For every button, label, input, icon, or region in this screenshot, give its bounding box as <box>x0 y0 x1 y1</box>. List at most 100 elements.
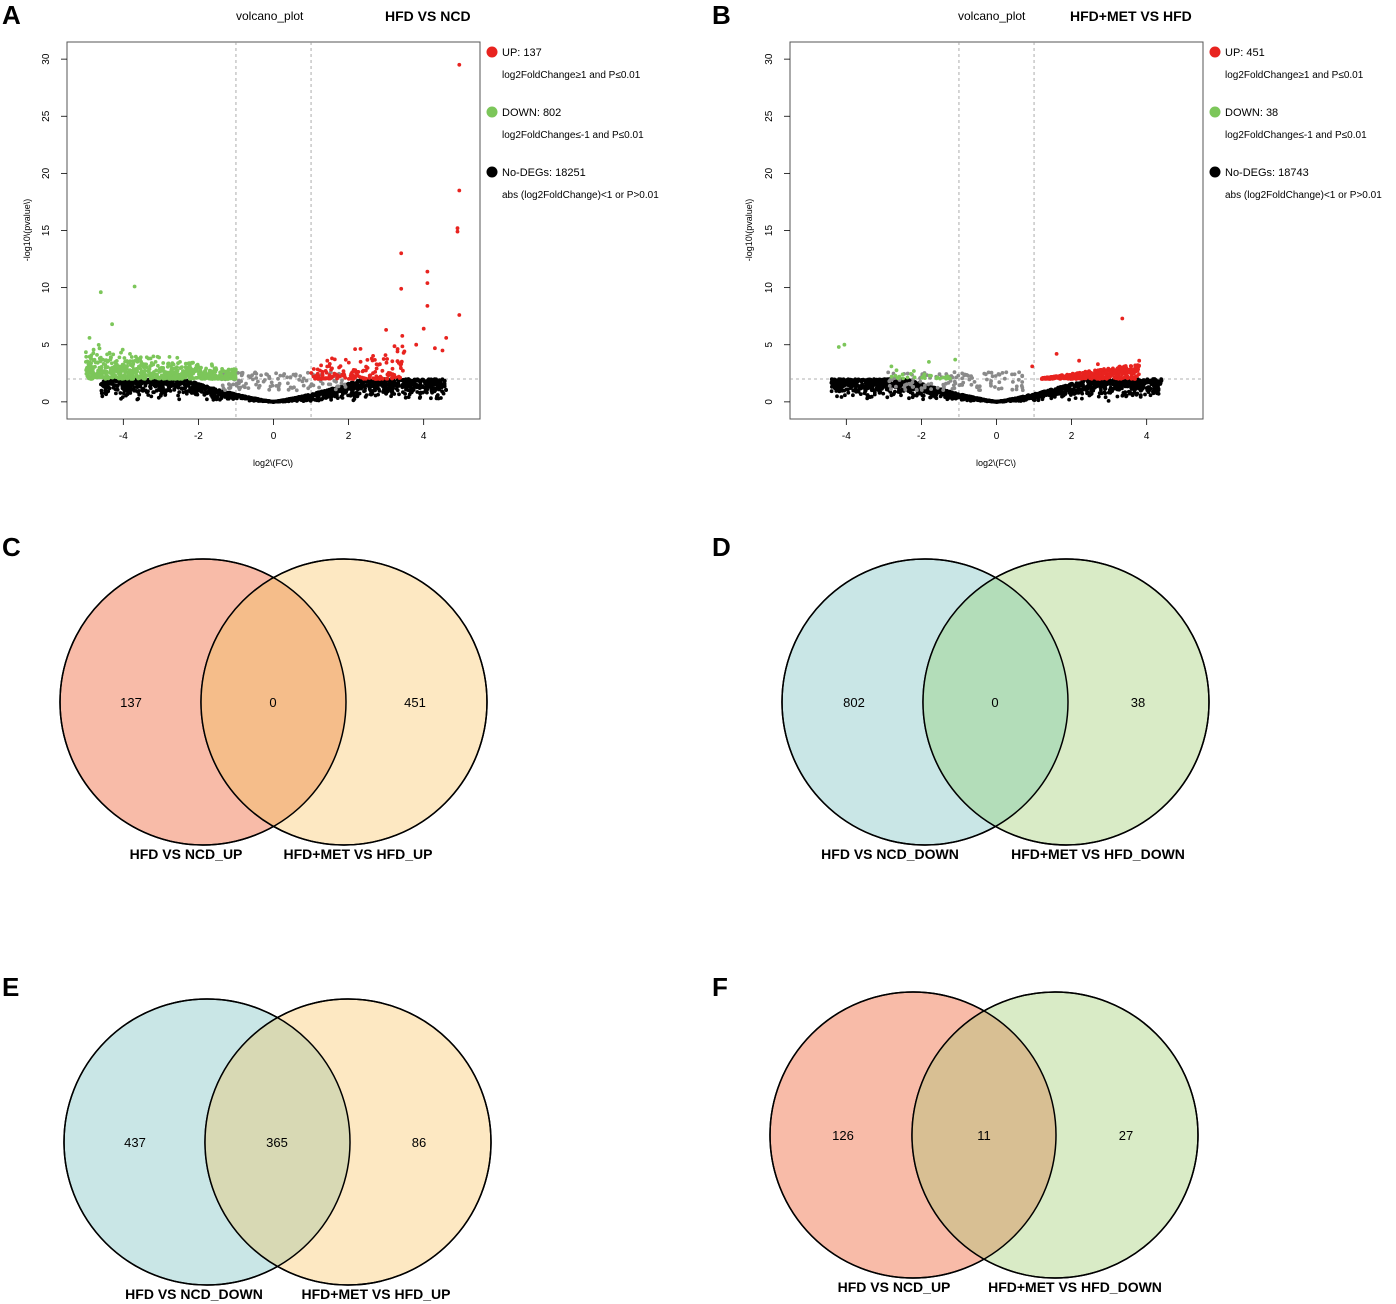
down-point <box>912 375 917 380</box>
venn-right-count: 27 <box>1119 1128 1133 1143</box>
down-point <box>86 365 91 369</box>
nodeg-point <box>130 380 135 384</box>
grey-point <box>1014 387 1019 392</box>
nodeg-point <box>132 385 137 390</box>
nodeg-point <box>215 394 220 399</box>
down-point <box>89 365 94 369</box>
nodeg-point <box>1027 395 1031 399</box>
nodeg-point <box>899 387 904 392</box>
x-axis-label: log2\(FC\) <box>253 458 293 468</box>
up-point <box>332 357 337 362</box>
nodeg-point <box>955 395 960 400</box>
up-point <box>384 360 389 365</box>
nodeg-point <box>1139 380 1143 385</box>
nodeg-point <box>375 384 379 389</box>
nodeg-point <box>346 393 350 398</box>
nodeg-point <box>151 390 156 395</box>
nodeg-point <box>143 383 148 388</box>
up-point <box>402 349 407 354</box>
down-point <box>107 375 112 380</box>
nodeg-point <box>928 395 932 400</box>
nodeg-point <box>1037 395 1041 399</box>
grey-point <box>285 375 290 380</box>
nodeg-point <box>240 394 245 399</box>
up-point <box>401 368 405 373</box>
up-point <box>1117 366 1122 371</box>
nodeg-point <box>195 392 200 397</box>
nodeg-point <box>192 391 197 395</box>
nodeg-point <box>437 384 441 388</box>
down-point <box>190 367 195 372</box>
venn-left-label: HFD VS NCD_DOWN <box>821 846 959 862</box>
nodeg-point <box>1080 379 1084 384</box>
grey-point <box>996 372 1001 376</box>
grey-point <box>244 381 248 386</box>
nodeg-point <box>1068 382 1072 387</box>
down-point <box>927 360 931 364</box>
up-point <box>1047 375 1052 380</box>
grey-point <box>251 377 255 382</box>
grey-point <box>993 385 997 389</box>
nodeg-point <box>312 397 317 402</box>
down-point <box>233 376 237 381</box>
nodeg-point <box>1096 394 1101 399</box>
down-point <box>162 375 167 380</box>
down-point <box>953 357 958 362</box>
nodeg-point <box>355 384 360 389</box>
up-point <box>398 375 402 380</box>
nodeg-point <box>183 383 187 388</box>
down-point <box>119 350 123 355</box>
down-point <box>127 360 131 364</box>
up-point <box>364 364 368 369</box>
grey-point <box>288 375 293 380</box>
venn-right-label: HFD+MET VS HFD_DOWN <box>1011 846 1185 862</box>
grey-point <box>252 371 257 375</box>
down-point <box>118 372 123 377</box>
nodeg-point <box>172 387 177 392</box>
nodeg-point <box>1117 387 1121 392</box>
nodeg-point <box>348 383 353 388</box>
down-point <box>153 360 158 364</box>
nodeg-point <box>395 388 400 393</box>
x-tick-label: 0 <box>994 431 1000 442</box>
grey-point <box>929 381 934 386</box>
nodeg-point <box>335 390 339 395</box>
nodeg-point <box>160 390 165 395</box>
up-point <box>1120 369 1124 374</box>
nodeg-point <box>987 398 992 403</box>
y-tick-label: 15 <box>764 225 775 237</box>
nodeg-point <box>1035 392 1040 396</box>
grey-point <box>941 385 946 390</box>
down-point <box>162 371 167 375</box>
down-point <box>125 376 130 381</box>
down-point <box>161 366 166 370</box>
venn-overlap-count: 11 <box>977 1128 991 1143</box>
y-tick-label: 10 <box>41 282 52 294</box>
nodeg-point <box>880 387 884 391</box>
nodeg-point <box>429 377 434 382</box>
nodeg-point <box>378 381 383 386</box>
down-point <box>842 342 847 347</box>
up-point <box>318 368 322 373</box>
grey-point <box>306 370 310 375</box>
panel-letter-e: E <box>2 972 19 1002</box>
up-point <box>1123 365 1128 369</box>
nodeg-point <box>154 379 158 384</box>
nodeg-point <box>846 390 851 395</box>
up-point <box>355 370 360 374</box>
nodeg-point <box>1079 387 1084 391</box>
down-point <box>207 376 212 381</box>
nodeg-point <box>142 380 147 385</box>
up-point <box>425 269 430 274</box>
up-point <box>1130 370 1135 375</box>
legend-marker-nodeg <box>486 166 498 178</box>
up-point <box>374 366 379 371</box>
nodeg-point <box>1148 393 1153 398</box>
grey-point <box>262 378 267 382</box>
nodeg-point <box>947 390 952 395</box>
down-point <box>123 369 127 374</box>
nodeg-point <box>1125 382 1130 387</box>
venn-right-count: 38 <box>1131 695 1145 710</box>
nodeg-point <box>1152 384 1157 389</box>
